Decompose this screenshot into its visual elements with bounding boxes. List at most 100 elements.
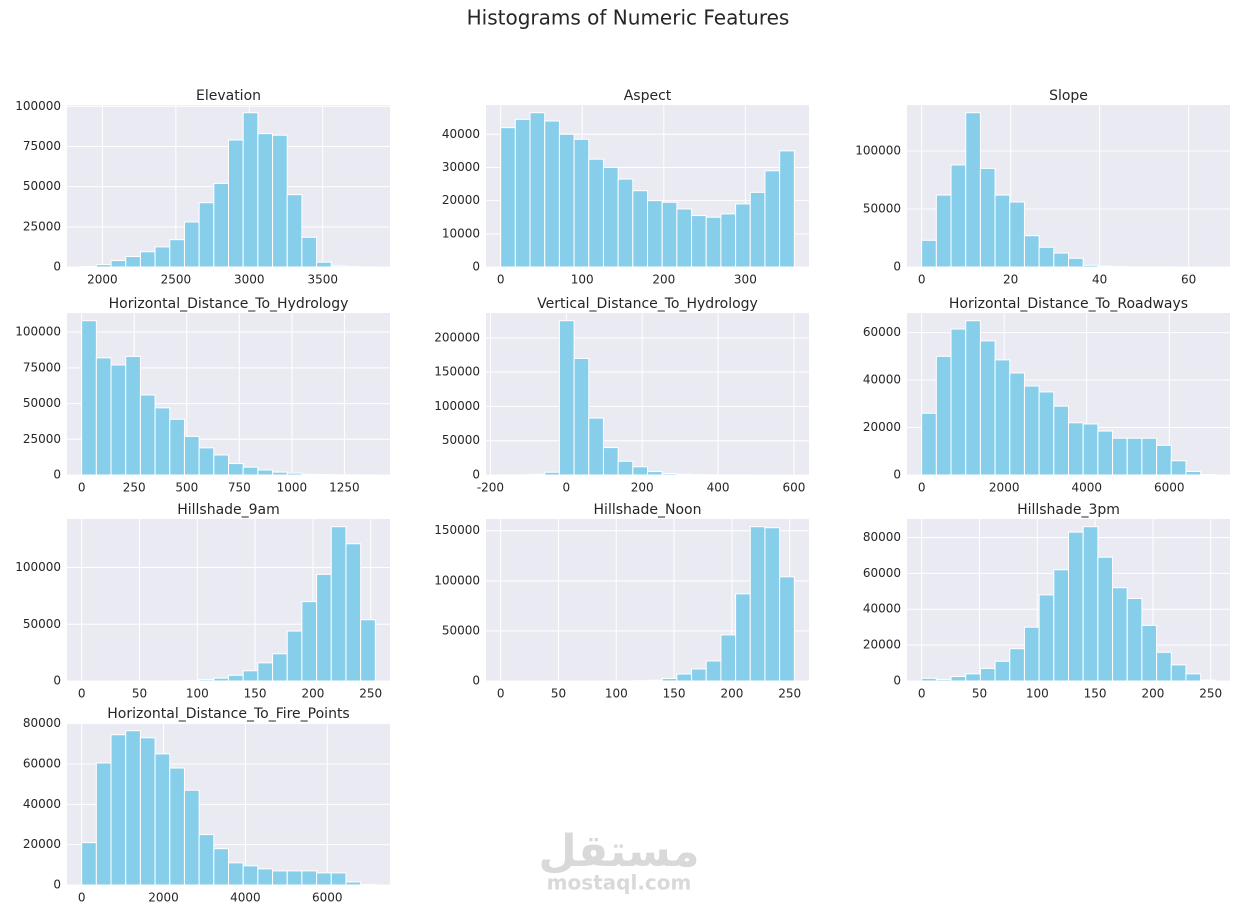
bar [331,527,346,681]
bar [922,240,937,267]
bar [273,135,288,267]
bar [706,217,721,267]
x-tick-label: 200 [652,273,675,287]
bar [287,473,302,475]
watermark-text: mostaql.com [547,871,692,895]
bar [1054,406,1069,475]
bar [199,835,214,885]
bar [317,262,332,267]
bar [1083,265,1098,267]
bar [633,467,648,475]
y-tick-label: 50000 [23,617,61,631]
y-tick-label: 20000 [23,837,61,851]
bar [214,183,229,267]
bar [706,661,721,681]
y-tick-label: 80000 [863,530,901,544]
bar [633,191,648,267]
bar [140,738,155,885]
bar [170,768,185,885]
x-tick-label: 6000 [312,891,343,905]
bar [273,472,288,475]
bar [662,474,677,475]
x-tick-label: 50 [551,687,566,701]
bar [1039,392,1054,475]
x-tick-label: 2000 [87,273,118,287]
bar [1201,680,1216,681]
y-tick-label: 60000 [23,756,61,770]
subplot-title: Aspect [624,88,672,104]
y-tick-label: 50000 [23,396,61,410]
bar [302,474,317,475]
bar [530,474,545,475]
bar [126,731,141,885]
x-tick-label: 250 [778,687,801,701]
x-tick-label: 0 [562,481,570,495]
figure-title: Histograms of Numeric Features [467,6,790,30]
bar [1010,373,1025,475]
bar [648,201,663,267]
bar [951,677,966,681]
y-tick-label: 40000 [23,797,61,811]
x-tick-label: 0 [497,273,505,287]
bar [184,790,199,885]
bar [574,139,589,267]
bar [273,871,288,885]
bar [966,321,981,475]
bar [750,527,765,681]
x-tick-label: 150 [1084,687,1107,701]
bar [966,674,981,681]
bar [346,544,361,681]
x-tick-label: 6000 [1154,481,1185,495]
bar [111,261,126,267]
bar [1142,625,1157,681]
bar [273,654,288,681]
bar [243,866,258,885]
x-tick-label: 1000 [277,481,308,495]
bar [214,455,229,475]
bar [1186,471,1201,475]
x-tick-label: 200 [301,687,324,701]
bar [243,671,258,681]
subplot-title: Horizontal_Distance_To_Fire_Points [107,706,349,722]
bar [995,360,1010,475]
bar [1098,266,1113,267]
subplot-title: Hillshade_Noon [594,502,702,518]
bar [126,356,141,475]
subplot-title: Hillshade_9am [177,502,280,518]
bar [302,871,317,885]
bar [1069,258,1084,267]
subplot-title: Hillshade_3pm [1017,502,1120,518]
bar [736,204,751,267]
bar [229,675,244,681]
x-tick-label: 50 [972,687,987,701]
bar [692,216,707,267]
x-tick-label: 150 [244,687,267,701]
x-tick-label: 40 [1092,273,1107,287]
y-tick-label: 0 [893,468,901,482]
bar [648,472,663,475]
x-tick-label: 200 [720,687,743,701]
y-tick-label: 60000 [863,566,901,580]
bar [1127,598,1142,681]
y-tick-label: 80000 [23,716,61,730]
bar [1127,438,1142,475]
bar [96,358,111,475]
bar [1010,649,1025,681]
bar [765,171,780,267]
bar [603,448,618,475]
bar [1024,236,1039,267]
bar [545,472,560,475]
bar [980,168,995,267]
bar [750,192,765,267]
y-tick-label: 50000 [442,623,480,637]
bar [618,179,633,267]
bar [243,113,258,267]
x-tick-label: 100 [605,687,628,701]
y-tick-label: 200000 [434,330,480,344]
x-tick-label: 20 [1003,273,1018,287]
bar [317,574,332,681]
